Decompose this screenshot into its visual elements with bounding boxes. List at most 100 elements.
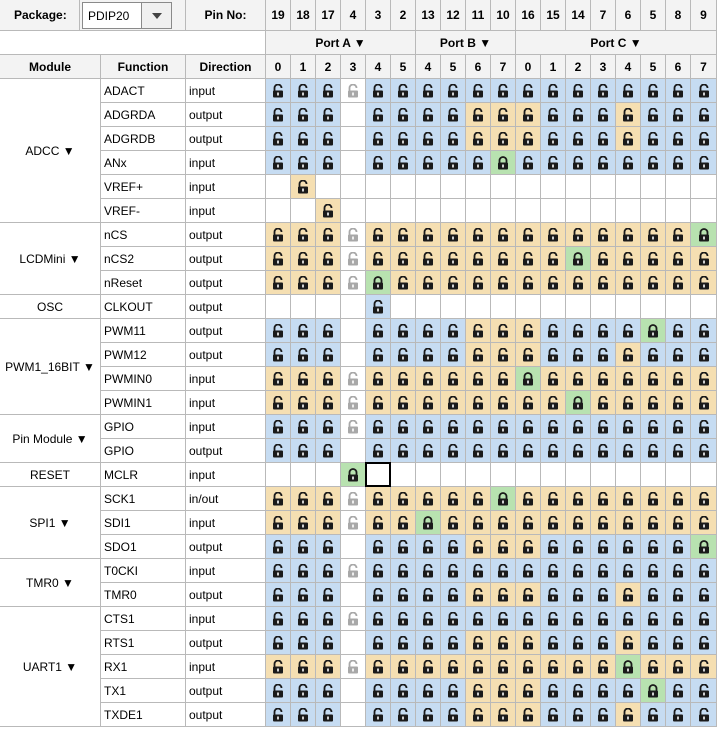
pin-cell[interactable]: [291, 271, 316, 295]
pin-cell[interactable]: [691, 439, 717, 463]
pin-cell[interactable]: [616, 511, 641, 535]
pin-cell[interactable]: [491, 127, 516, 151]
module-name[interactable]: OSC: [0, 295, 101, 319]
pin-cell[interactable]: [341, 607, 366, 631]
pin-cell[interactable]: [616, 679, 641, 703]
pin-cell[interactable]: [491, 247, 516, 271]
pin-cell[interactable]: [441, 391, 466, 415]
pin-cell[interactable]: [366, 487, 391, 511]
pin-cell[interactable]: [291, 559, 316, 583]
port-header[interactable]: Port B ▼: [416, 31, 516, 55]
pin-cell[interactable]: [291, 103, 316, 127]
pin-cell[interactable]: [616, 439, 641, 463]
pin-cell[interactable]: [366, 79, 391, 103]
pin-cell[interactable]: [466, 703, 491, 727]
pin-cell[interactable]: [416, 559, 441, 583]
pin-cell[interactable]: [441, 631, 466, 655]
pin-cell[interactable]: [516, 343, 541, 367]
pin-cell[interactable]: [366, 367, 391, 391]
pin-cell[interactable]: [691, 583, 717, 607]
pin-cell[interactable]: [666, 703, 691, 727]
pin-cell[interactable]: [616, 535, 641, 559]
pin-cell[interactable]: [541, 223, 566, 247]
pin-cell[interactable]: [441, 583, 466, 607]
pin-cell[interactable]: [316, 319, 341, 343]
pin-cell[interactable]: [666, 631, 691, 655]
pin-cell[interactable]: [491, 367, 516, 391]
pin-cell[interactable]: [341, 487, 366, 511]
pin-cell[interactable]: [616, 655, 641, 679]
pin-cell[interactable]: [616, 415, 641, 439]
pin-cell[interactable]: [491, 655, 516, 679]
pin-cell[interactable]: [466, 607, 491, 631]
pin-cell[interactable]: [441, 535, 466, 559]
pin-cell[interactable]: [341, 367, 366, 391]
pin-cell[interactable]: [616, 703, 641, 727]
pin-cell[interactable]: [366, 391, 391, 415]
pin-cell[interactable]: [441, 247, 466, 271]
pin-cell[interactable]: [316, 631, 341, 655]
pin-cell[interactable]: [591, 487, 616, 511]
pin-cell[interactable]: [391, 127, 416, 151]
pin-cell[interactable]: [566, 391, 591, 415]
module-name[interactable]: ADCC ▼: [0, 79, 101, 223]
pin-cell[interactable]: [316, 679, 341, 703]
pin-cell[interactable]: [666, 559, 691, 583]
pin-cell[interactable]: [391, 631, 416, 655]
pin-cell[interactable]: [491, 703, 516, 727]
pin-cell[interactable]: [591, 415, 616, 439]
pin-cell[interactable]: [291, 439, 316, 463]
pin-cell[interactable]: [516, 583, 541, 607]
pin-cell[interactable]: [266, 535, 291, 559]
pin-cell[interactable]: [566, 607, 591, 631]
pin-cell[interactable]: [691, 151, 717, 175]
pin-cell[interactable]: [591, 367, 616, 391]
pin-cell[interactable]: [516, 535, 541, 559]
pin-cell[interactable]: [566, 583, 591, 607]
pin-cell[interactable]: [616, 79, 641, 103]
pin-cell[interactable]: [616, 391, 641, 415]
pin-cell[interactable]: [466, 679, 491, 703]
pin-cell[interactable]: [616, 631, 641, 655]
pin-cell[interactable]: [416, 631, 441, 655]
pin-cell[interactable]: [266, 79, 291, 103]
pin-cell[interactable]: [316, 343, 341, 367]
module-name[interactable]: SPI1 ▼: [0, 487, 101, 559]
pin-cell[interactable]: [441, 103, 466, 127]
pin-cell[interactable]: [591, 247, 616, 271]
pin-cell[interactable]: [441, 367, 466, 391]
pin-cell[interactable]: [691, 223, 717, 247]
pin-cell[interactable]: [391, 559, 416, 583]
pin-cell[interactable]: [516, 703, 541, 727]
pin-cell[interactable]: [491, 343, 516, 367]
pin-cell[interactable]: [341, 271, 366, 295]
pin-cell[interactable]: [666, 103, 691, 127]
pin-cell[interactable]: [691, 391, 717, 415]
pin-cell[interactable]: [316, 247, 341, 271]
pin-cell[interactable]: [641, 559, 666, 583]
pin-cell[interactable]: [691, 103, 717, 127]
pin-cell[interactable]: [666, 271, 691, 295]
pin-cell[interactable]: [291, 583, 316, 607]
pin-cell[interactable]: [691, 655, 717, 679]
pin-cell[interactable]: [316, 439, 341, 463]
pin-cell[interactable]: [541, 607, 566, 631]
pin-cell[interactable]: [691, 367, 717, 391]
pin-cell[interactable]: [266, 679, 291, 703]
pin-cell[interactable]: [591, 343, 616, 367]
pin-cell[interactable]: [516, 487, 541, 511]
pin-cell[interactable]: [516, 271, 541, 295]
pin-cell[interactable]: [491, 487, 516, 511]
pin-cell[interactable]: [441, 271, 466, 295]
pin-cell[interactable]: [641, 223, 666, 247]
pin-cell[interactable]: [466, 583, 491, 607]
pin-cell[interactable]: [566, 127, 591, 151]
pin-cell[interactable]: [466, 319, 491, 343]
pin-cell[interactable]: [416, 607, 441, 631]
pin-cell[interactable]: [666, 607, 691, 631]
pin-cell[interactable]: [591, 103, 616, 127]
pin-cell[interactable]: [641, 415, 666, 439]
pin-cell[interactable]: [491, 319, 516, 343]
pin-cell[interactable]: [291, 343, 316, 367]
pin-cell[interactable]: [466, 631, 491, 655]
